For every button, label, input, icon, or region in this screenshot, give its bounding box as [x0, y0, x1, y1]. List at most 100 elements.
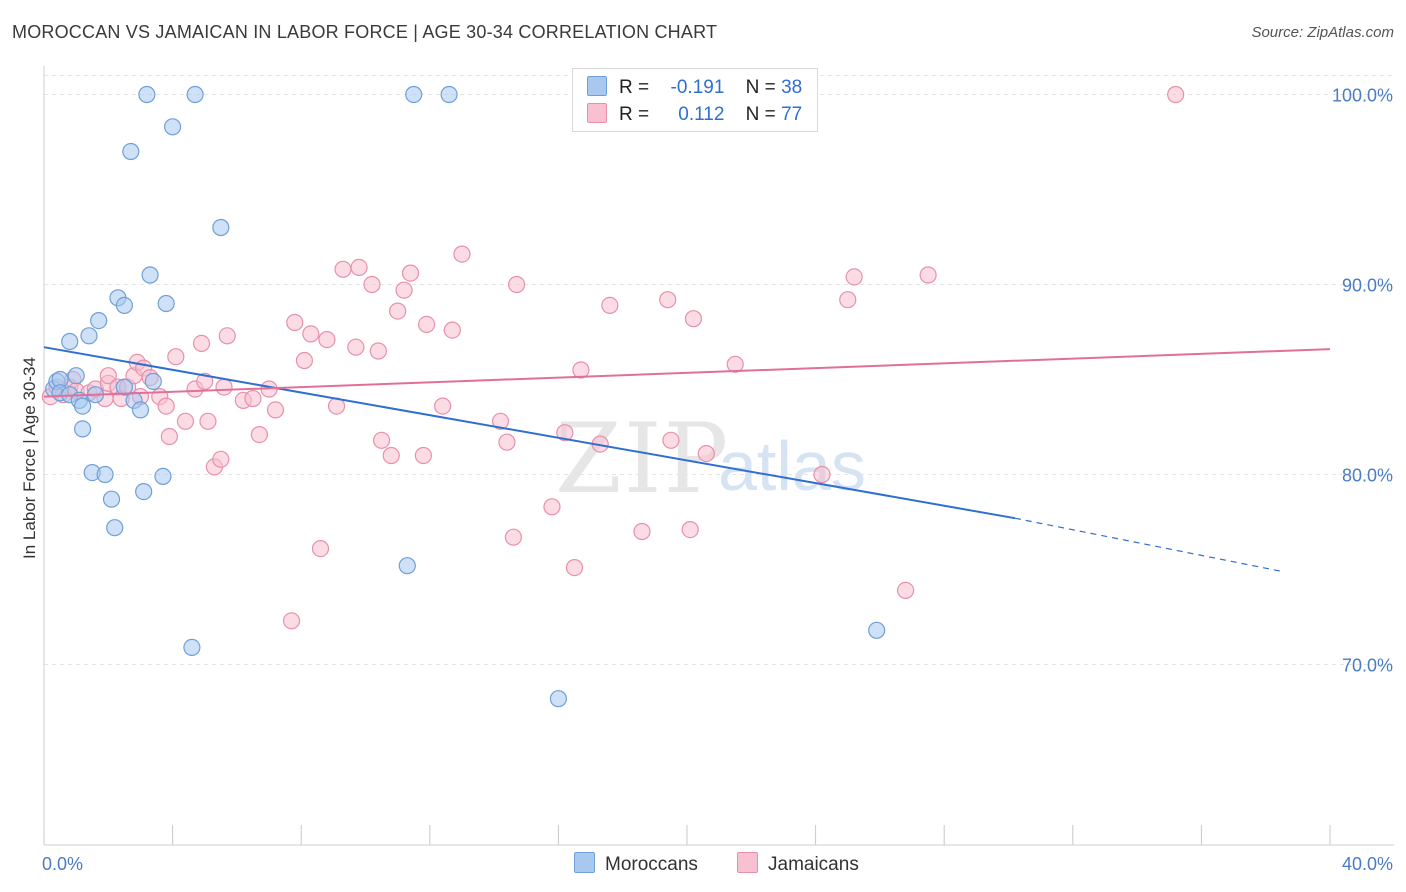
moroccan-point — [405, 85, 423, 104]
legend-swatch-jamaicans — [587, 103, 607, 123]
jamaican-point — [389, 302, 407, 320]
moroccan-point — [115, 296, 133, 314]
gridlines — [44, 75, 1394, 665]
jamaican-point — [897, 581, 915, 600]
jamaican-point — [196, 372, 214, 390]
correlation-legend: R = -0.191 N = 38 R = 0.112 N = 77 — [572, 68, 818, 132]
moroccan-point — [440, 85, 458, 104]
jamaicans-trend-line — [43, 348, 1331, 398]
jamaican-point — [215, 378, 233, 396]
jamaican-point — [659, 291, 677, 309]
moroccan-point — [138, 85, 156, 104]
source-credit: Source: ZipAtlas.com — [1251, 24, 1394, 41]
jamaican-point — [282, 612, 301, 630]
jamaican-point — [453, 245, 471, 263]
jamaican-point — [160, 427, 178, 446]
series-legend-moroccans[interactable]: Moroccans — [574, 852, 698, 876]
y-tick-labels: 70.0% 80.0% 90.0% 100.0% — [1332, 86, 1393, 676]
axes — [43, 66, 1394, 846]
moroccan-point — [96, 465, 114, 484]
jamaican-point — [684, 310, 703, 328]
jamaican-point — [543, 498, 561, 516]
series-swatch-moroccans — [574, 852, 595, 873]
moroccan-point — [212, 218, 230, 237]
x-tick-labels: 0.0% 40.0% — [42, 854, 1393, 874]
jamaican-point — [508, 275, 526, 294]
legend-r-value: 0.112 — [678, 104, 725, 125]
jamaican-point — [363, 275, 381, 294]
moroccan-point — [398, 557, 416, 575]
jamaican-point — [99, 367, 117, 385]
y-tick-label: 100.0% — [1332, 86, 1393, 106]
legend-n-label: N = — [745, 104, 776, 125]
series-label-jamaicans: Jamaicans — [768, 854, 859, 875]
moroccans-trend-extension — [1014, 517, 1282, 572]
y-tick-label: 70.0% — [1342, 656, 1393, 676]
moroccan-point — [115, 378, 133, 396]
jamaican-point — [318, 331, 336, 349]
moroccan-point — [141, 266, 159, 284]
jamaican-point — [726, 355, 744, 373]
legend-swatch-moroccans — [587, 76, 607, 96]
jamaican-point — [565, 558, 584, 577]
jamaican-point — [295, 351, 314, 370]
moroccan-point — [73, 397, 92, 415]
jamaican-point — [919, 266, 937, 284]
jamaican-point — [556, 424, 574, 442]
jamaican-point — [845, 268, 863, 286]
series-label-moroccans: Moroccans — [605, 854, 698, 875]
jamaican-point — [434, 397, 452, 415]
jamaican-point — [218, 327, 236, 345]
moroccan-point — [154, 467, 172, 485]
y-tick-label: 90.0% — [1342, 276, 1393, 296]
jamaican-point — [266, 401, 285, 419]
jamaican-point — [334, 260, 352, 278]
moroccan-point — [102, 490, 121, 508]
watermark-atlas: atlas — [718, 427, 866, 505]
legend-row-moroccans: R = -0.191 N = 38 — [587, 76, 802, 100]
jamaican-point — [176, 412, 195, 430]
jamaican-point — [250, 426, 269, 444]
legend-r-label: R = — [619, 77, 650, 98]
moroccan-point — [186, 85, 204, 104]
jamaican-point — [157, 397, 175, 415]
jamaican-point — [302, 325, 320, 343]
jamaican-point — [491, 412, 510, 430]
legend-r-label: R = — [619, 104, 650, 125]
jamaican-point — [417, 315, 436, 333]
jamaican-point — [192, 334, 211, 352]
series-legend-jamaicans[interactable]: Jamaicans — [737, 852, 859, 876]
jamaican-point — [401, 264, 420, 282]
moroccan-point — [144, 372, 162, 390]
moroccan-point — [80, 327, 98, 345]
jamaican-point — [311, 539, 330, 558]
trend-lines — [43, 346, 1331, 572]
moroccan-point — [157, 294, 175, 313]
moroccans-trend-line — [43, 346, 1016, 520]
jamaican-point — [395, 281, 413, 299]
moroccan-point — [183, 638, 201, 657]
legend-r-value: -0.191 — [670, 77, 725, 98]
moroccan-point — [73, 420, 92, 438]
series-legend: Moroccans Jamaicans — [0, 852, 1406, 878]
jamaicans-points — [41, 85, 1185, 630]
jamaican-point — [244, 389, 262, 408]
legend-n-value: 77 — [781, 104, 803, 125]
moroccan-point — [164, 118, 182, 136]
legend-n-value: 38 — [781, 77, 803, 98]
jamaican-point — [662, 431, 680, 449]
jamaican-point — [350, 258, 368, 276]
jamaican-point — [372, 431, 391, 449]
jamaican-point — [498, 433, 516, 451]
watermark: ZIP atlas — [555, 403, 866, 515]
series-swatch-jamaicans — [737, 852, 758, 873]
legend-n-label: N = — [745, 77, 776, 98]
jamaican-point — [1167, 85, 1185, 104]
jamaican-point — [813, 465, 831, 484]
moroccan-point — [106, 519, 124, 537]
x-tick-label: 40.0% — [1342, 854, 1393, 874]
jamaican-point — [347, 338, 365, 356]
moroccans-points — [45, 85, 886, 708]
moroccan-point — [868, 621, 886, 639]
moroccan-point — [61, 332, 79, 351]
